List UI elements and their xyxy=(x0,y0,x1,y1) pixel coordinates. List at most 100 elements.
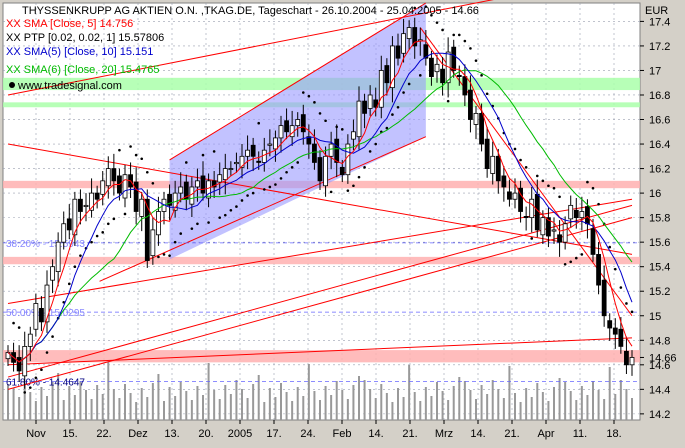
volume-bar xyxy=(185,391,188,420)
candle-body xyxy=(206,180,211,199)
sar-dot xyxy=(446,99,450,103)
volume-bar xyxy=(174,396,177,420)
sar-dot xyxy=(363,166,366,169)
volume-bar xyxy=(541,392,544,420)
volume-bar xyxy=(564,382,567,420)
volume-bar xyxy=(436,382,438,420)
sar-dot xyxy=(290,166,294,169)
sar-dot xyxy=(413,6,417,10)
sar-dot xyxy=(552,186,556,190)
volume-bar xyxy=(146,397,149,420)
volume-bar xyxy=(608,367,611,420)
candle-body xyxy=(440,68,445,84)
sar-dot xyxy=(558,195,561,199)
sar-dot xyxy=(480,74,483,77)
sar-dot xyxy=(190,227,194,230)
sar-dot xyxy=(457,33,461,37)
y-tick-label: 14.2 xyxy=(649,409,670,421)
sar-dot xyxy=(580,253,584,256)
sar-dot xyxy=(106,222,110,226)
volume-bar xyxy=(324,386,327,420)
sar-dot xyxy=(112,217,116,221)
candle-body xyxy=(473,112,479,125)
sar-dot xyxy=(173,240,177,244)
volume-bar xyxy=(419,401,422,420)
candle-body xyxy=(61,223,67,243)
sar-dot xyxy=(40,368,43,372)
y-axis: 14.2 14.4 14.6 14.8 15 15.2 15.4 15.6 15.8 16 16.2… xyxy=(640,16,677,421)
sar-dot xyxy=(296,161,300,164)
candle-body xyxy=(100,180,106,195)
sar-dot xyxy=(547,184,550,188)
sar-dot xyxy=(625,302,628,305)
sar-dot xyxy=(151,181,155,185)
candle-body xyxy=(234,162,239,165)
sar-dot xyxy=(313,101,316,104)
legend-ptp[interactable]: XX PTP [0.02, 0.02, 1] 15.57806 xyxy=(6,32,164,44)
volume-bar xyxy=(280,383,282,420)
x-tick-label: Dez xyxy=(128,428,148,440)
sar-dot xyxy=(485,92,489,96)
sar-dot xyxy=(274,183,277,186)
volume-bar xyxy=(124,384,126,420)
candle-body xyxy=(122,174,128,199)
trendline xyxy=(7,337,633,366)
sar-dot xyxy=(23,391,27,394)
volume-bar xyxy=(575,400,578,420)
candle-body xyxy=(339,166,345,176)
volume-bar xyxy=(129,393,132,420)
watermark: www.tradesignal.com xyxy=(17,80,122,92)
resistance-band xyxy=(3,256,640,265)
candle-body xyxy=(195,180,200,188)
volume-bar xyxy=(397,388,399,420)
volume-bar xyxy=(101,394,104,420)
volume-bar xyxy=(525,388,528,420)
volume-bar xyxy=(85,390,87,420)
volume-bar xyxy=(224,385,227,420)
x-tick-label: 20. xyxy=(198,428,213,440)
sar-dot xyxy=(257,121,261,125)
volume-bar xyxy=(46,396,48,420)
legend-sma5[interactable]: XX SMA [Close, 5] 14.756 xyxy=(6,18,133,30)
candle-body xyxy=(585,206,590,225)
sar-dot xyxy=(569,260,573,264)
volume-bar xyxy=(497,389,500,420)
volume-bar xyxy=(18,397,21,420)
candle-body xyxy=(133,181,139,212)
x-tick-label: 11. xyxy=(573,428,587,440)
sar-dot xyxy=(101,231,105,234)
sar-dot xyxy=(157,255,160,259)
candle-body xyxy=(395,45,401,59)
y-tick-label: 16.4 xyxy=(649,139,670,151)
legend-sma20[interactable]: XX SMA(6) [Close, 20] 15.4765 xyxy=(6,64,159,76)
volume-bar xyxy=(313,391,316,420)
candle-body xyxy=(22,346,28,377)
sar-dot xyxy=(318,112,322,115)
sar-dot xyxy=(279,177,283,180)
legend-sma10[interactable]: XX SMA(5) [Close, 10] 15.151 xyxy=(6,46,153,58)
chart-title: THYSSENKRUPP AG AKTIEN O.N. ,TKAG.DE, Ta… xyxy=(22,5,479,17)
candle-body xyxy=(484,138,490,169)
candle-body xyxy=(373,99,379,108)
volume-bar xyxy=(335,381,338,420)
volume-bar xyxy=(96,385,99,420)
candle-body xyxy=(629,357,635,366)
volume-bar xyxy=(558,378,561,420)
candle-body xyxy=(89,192,94,211)
sar-dot xyxy=(541,179,545,183)
volume-bar xyxy=(207,363,210,420)
volume-bar xyxy=(452,386,455,420)
sar-dot xyxy=(235,205,238,208)
candle-body xyxy=(317,157,323,182)
y-tick-label: 17.4 xyxy=(649,16,670,28)
volume-bar xyxy=(62,400,65,420)
sar-dot xyxy=(229,208,233,212)
volume-bar xyxy=(229,394,232,420)
channel-upper-line xyxy=(169,2,427,161)
candle-body xyxy=(406,27,412,39)
sar-dot xyxy=(535,174,539,178)
volume-bar xyxy=(586,395,589,420)
sar-dot xyxy=(218,216,222,219)
currency-label: EUR xyxy=(645,5,668,17)
